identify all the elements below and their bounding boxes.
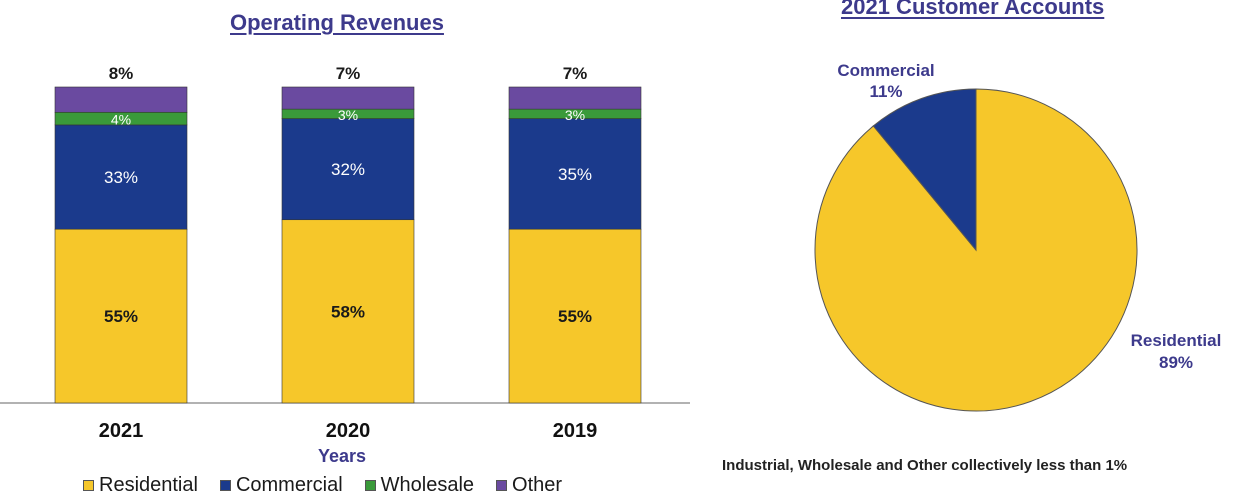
bar-residential-2020 [281,219,415,404]
bar-commercial-2020 [281,118,415,221]
legend-item-residential: Residential [83,474,198,497]
bar-other-2020 [281,86,415,110]
bar-residential-2021 [54,228,188,404]
data-label-commercial-2021: 33% [104,168,138,187]
data-label-commercial-2019: 35% [558,165,592,184]
data-label-residential-2021: 55% [104,307,138,326]
pie-slice-commercial [872,88,977,252]
data-label-other-2019: 7% [563,64,588,83]
bar-chart-title: Operating Revenues [230,10,444,35]
legend-swatch-residential [83,480,94,491]
data-label-wholesale-2021: 4% [111,112,131,128]
data-label-commercial-2020: 32% [331,160,365,179]
data-label-wholesale-2019: 3% [565,107,585,123]
legend-label-residential: Residential [99,474,198,496]
data-label-wholesale-2020: 3% [338,107,358,123]
bar-commercial-2019 [508,118,642,230]
legend-swatch-wholesale [364,480,376,491]
legend-item-commercial: Commercial [219,474,343,497]
legend-label-other: Other [512,474,563,496]
legend-swatch-other [496,480,508,491]
x-tick-label-2021: 2021 [99,420,144,442]
pie-label-residential-name: Residential [1131,331,1222,350]
legend-item-other: Other [496,474,562,497]
pie-note: Industrial, Wholesale and Other collecti… [722,457,1128,474]
pie-label-residential-value: 89% [1159,353,1193,372]
data-label-residential-2020: 58% [331,302,365,321]
bar-residential-2019 [508,228,642,404]
x-tick-label-2019: 2019 [553,420,598,442]
legend-swatch-commercial [219,480,231,491]
data-label-other-2021: 8% [109,64,134,83]
legend-label-wholesale: Wholesale [380,474,475,496]
x-tick-label-2020: 2020 [326,420,371,442]
data-label-other-2020: 7% [336,64,361,83]
legend-label-commercial: Commercial [235,474,343,496]
data-label-residential-2019: 55% [558,307,592,326]
bar-other-2019 [508,86,642,110]
pie-label-commercial-value: 11% [869,82,902,101]
pie-label-commercial-name: Commercial [837,61,934,80]
legend: Residential Commercial Wholesale Other [83,474,562,497]
pie-chart-title: 2021 Customer Accounts [841,0,1105,19]
legend-item-wholesale: Wholesale [364,474,475,497]
bar-other-2021 [54,86,188,113]
x-axis-label: Years [318,446,367,466]
